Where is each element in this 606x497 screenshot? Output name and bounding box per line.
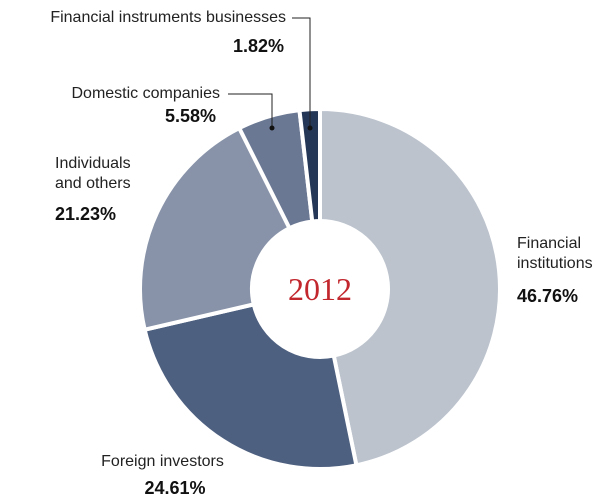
category-label: Financial institutions xyxy=(517,235,593,272)
donut-slice xyxy=(297,106,322,224)
leader-dot xyxy=(307,125,313,131)
leader-line xyxy=(292,17,311,128)
leader-dot xyxy=(269,125,275,131)
value-label: 5.58% xyxy=(164,106,216,126)
value-label: 21.23% xyxy=(55,204,117,224)
donut-slice xyxy=(138,125,293,333)
category-label: Financial instruments businesses xyxy=(50,9,286,26)
category-label: Foreign investors xyxy=(101,453,224,470)
leader-line xyxy=(228,93,273,128)
donut-slice xyxy=(142,301,359,471)
center-label: 2012 xyxy=(288,271,352,307)
donut-slice xyxy=(318,106,502,468)
category-label: Individuals and others xyxy=(55,155,131,192)
value-label: 1.82% xyxy=(232,36,284,56)
value-label: 46.76% xyxy=(517,286,579,306)
category-label: Domestic companies xyxy=(71,85,221,102)
value-label: 24.61% xyxy=(144,478,206,497)
